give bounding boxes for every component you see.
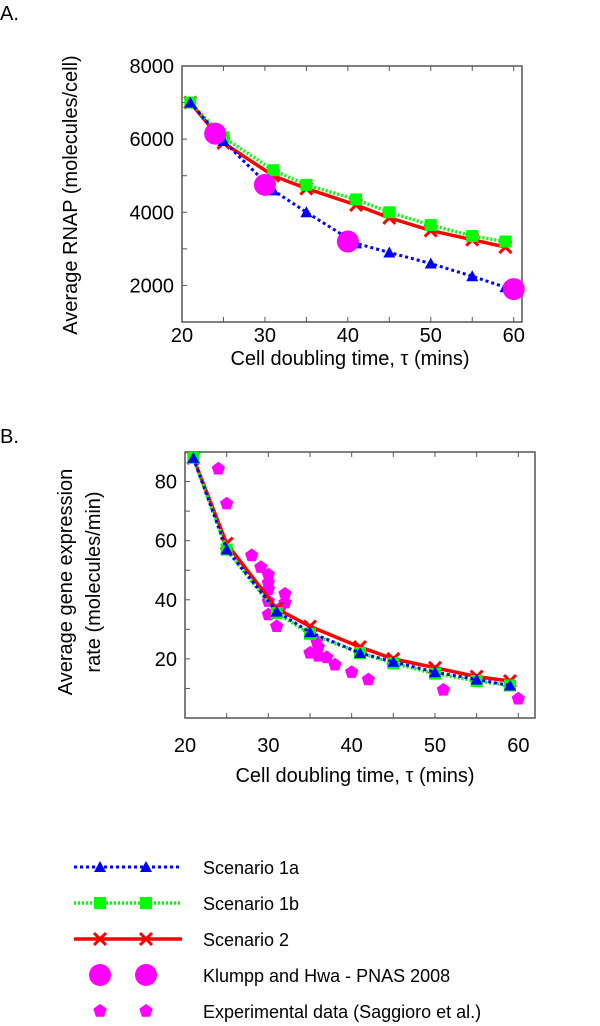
- series-point-s1a: [383, 246, 396, 258]
- klumpp-point: [204, 122, 227, 145]
- series-line-s2: [188, 101, 506, 249]
- series-point-s1b: [499, 235, 512, 248]
- legend-marker-s1b: [140, 897, 152, 909]
- experimental-point: [436, 682, 450, 696]
- series-point-s1b: [350, 193, 363, 206]
- klumpp-point: [502, 278, 525, 301]
- experimental-point: [270, 619, 284, 632]
- series-point-s1a: [466, 270, 479, 282]
- x-tick-label: 20: [174, 735, 196, 757]
- legend-marker-exp: [93, 1004, 107, 1017]
- x-tick-label: 50: [420, 325, 442, 347]
- y-tick-label: 80: [155, 472, 177, 494]
- series-point-s1a: [504, 679, 516, 691]
- panel-a: 20 30 40 50 60 2000 4000 6000 8000: [130, 56, 525, 347]
- experimental-point: [261, 567, 275, 581]
- klumpp-point: [336, 230, 359, 253]
- series-point-s1b: [466, 230, 479, 243]
- series-point-s1a: [270, 605, 283, 617]
- x-tick-label: 60: [507, 735, 529, 757]
- experimental-point: [320, 650, 334, 664]
- y-tick-label: 60: [155, 531, 177, 553]
- x-tick-label: 60: [503, 325, 525, 347]
- plot-frame: [184, 451, 536, 719]
- y-tick-label: 40: [155, 590, 177, 612]
- series-point-s1a: [220, 543, 233, 555]
- series-point-s1a: [304, 626, 316, 638]
- series-point-s1a: [424, 257, 437, 269]
- legend-marker-s1b: [94, 897, 106, 909]
- series-point-s1a: [187, 451, 200, 463]
- series-line-s1b: [189, 101, 506, 244]
- series-point-s1b: [383, 206, 396, 219]
- series-point-s1a: [184, 96, 197, 108]
- series-point-s1b: [300, 178, 313, 191]
- legend-label-1a: Scenario 1a: [203, 858, 300, 878]
- y-tick-label: 20: [155, 649, 177, 671]
- series-point-s1a: [387, 655, 400, 667]
- y-tick-label: 6000: [130, 129, 175, 151]
- klumpp-point: [253, 173, 276, 196]
- series-point-s1b: [424, 219, 437, 232]
- x-tick-label: 50: [424, 735, 446, 757]
- series-point-s1a: [470, 673, 483, 685]
- panel-a-xlabel: Cell doubling time, τ (mins): [230, 348, 469, 370]
- x-tick-label: 40: [341, 735, 363, 757]
- panel-b-label: B.: [0, 426, 19, 448]
- x-tick-label: 30: [254, 325, 276, 347]
- series-point-s1a: [300, 206, 313, 218]
- x-tick-label: 40: [337, 325, 359, 347]
- experimental-point: [220, 496, 234, 510]
- legend-label-1b: Scenario 1b: [203, 894, 299, 914]
- panel-a-label: A.: [0, 3, 19, 25]
- panel-b: 20 30 40 50 60 20 40 60 80: [155, 450, 536, 757]
- series-point-s1b: [267, 164, 280, 177]
- panel-a-ylabel: Average RNAP (molecules/cell): [60, 55, 82, 334]
- series-point-s1a: [429, 666, 441, 678]
- experimental-point: [511, 691, 525, 705]
- experimental-point: [245, 548, 259, 562]
- y-tick-label: 2000: [130, 275, 175, 297]
- x-tick-label: 30: [257, 735, 279, 757]
- y-tick-label: 4000: [130, 202, 175, 224]
- series-point-s1a: [354, 646, 366, 658]
- series-line-s1b: [191, 457, 511, 688]
- panel-b-ylabel-line2: rate (molecules/min): [83, 491, 105, 672]
- experimental-point: [278, 586, 292, 600]
- legend-marker-s1a: [94, 861, 106, 872]
- y-tick-label: 8000: [130, 56, 175, 78]
- legend-marker-exp: [139, 1004, 153, 1017]
- legend-marker-klumpp: [89, 964, 111, 986]
- legend-label-experimental: Experimental data (Saggioro et al.): [203, 1002, 481, 1022]
- panel-b-ylabel-line1: Average gene expression: [55, 469, 77, 695]
- experimental-point: [254, 560, 268, 573]
- legend-marker-klumpp: [135, 964, 157, 986]
- plot-frame: [181, 65, 523, 323]
- experimental-point: [311, 640, 325, 653]
- experimental-point: [361, 672, 375, 686]
- legend-label-klumpp: Klumpp and Hwa - PNAS 2008: [203, 966, 450, 986]
- legend-marker-s2: [92, 931, 108, 947]
- experimental-point: [345, 665, 359, 678]
- legend-marker-s2: [138, 931, 154, 947]
- experimental-point: [328, 657, 342, 671]
- x-tick-label: 20: [171, 325, 193, 347]
- series-line-s1a: [191, 457, 511, 687]
- legend-marker-s1a: [140, 861, 152, 872]
- legend: [74, 861, 182, 1017]
- series-line-s1a: [189, 101, 506, 289]
- panel-b-xlabel: Cell doubling time, τ (mins): [235, 765, 474, 787]
- experimental-point: [211, 461, 225, 475]
- legend-label-2: Scenario 2: [203, 930, 289, 950]
